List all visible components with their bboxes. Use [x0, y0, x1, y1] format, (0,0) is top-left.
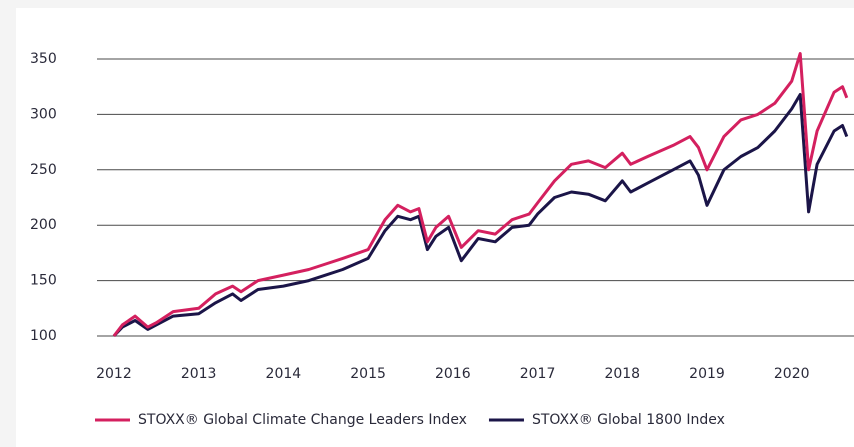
x-tick-label: 2020	[774, 366, 810, 382]
legend-label: STOXX® Global Climate Change Leaders Ind…	[138, 412, 467, 428]
x-tick-label: 2014	[266, 366, 302, 382]
x-tick-label: 2013	[181, 366, 217, 382]
x-tick-label: 2019	[689, 366, 725, 382]
y-tick-label: 300	[30, 106, 57, 122]
series-line	[112, 93, 849, 338]
x-tick-label: 2012	[96, 366, 132, 382]
x-tick-label: 2015	[350, 366, 386, 382]
legend-label: STOXX® Global 1800 Index	[532, 412, 725, 428]
series-line	[112, 52, 849, 337]
y-tick-label: 350	[30, 51, 57, 67]
y-tick-label: 150	[30, 273, 57, 289]
x-tick-label: 2016	[435, 366, 471, 382]
x-tick-label: 2018	[604, 366, 640, 382]
y-tick-label: 200	[30, 217, 57, 233]
x-tick-label: 2017	[520, 366, 556, 382]
y-tick-label: 100	[30, 328, 57, 344]
y-tick-label: 250	[30, 162, 57, 178]
